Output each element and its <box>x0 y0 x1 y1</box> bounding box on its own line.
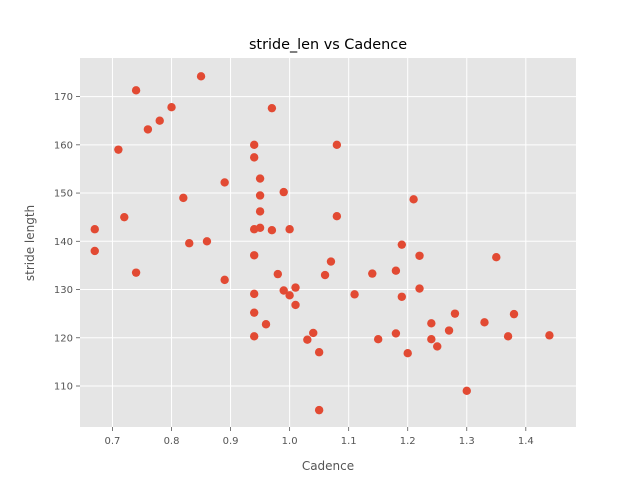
data-point <box>314 348 324 357</box>
data-point <box>279 187 288 197</box>
data-point <box>409 195 418 204</box>
data-point <box>155 116 164 125</box>
data-point <box>249 140 259 150</box>
y-tick-label: 130 <box>54 285 73 296</box>
data-point <box>332 212 342 221</box>
data-point <box>415 284 424 293</box>
data-point <box>90 246 99 256</box>
data-point <box>279 286 288 295</box>
data-point <box>255 207 265 216</box>
y-tick-label: 160 <box>54 140 73 151</box>
data-point <box>131 268 141 277</box>
data-point <box>509 309 519 319</box>
y-tick-label: 170 <box>54 92 73 103</box>
data-point <box>427 319 436 328</box>
data-point <box>249 289 259 299</box>
x-tick-label: 1.2 <box>400 436 416 447</box>
data-point <box>503 332 513 341</box>
data-point <box>480 318 489 327</box>
data-point <box>285 291 294 300</box>
data-point <box>267 103 277 113</box>
x-tick-label: 0.9 <box>223 436 239 447</box>
data-point <box>114 145 123 154</box>
data-point <box>415 251 424 260</box>
data-point <box>450 309 460 318</box>
data-point <box>202 237 212 246</box>
data-point <box>492 253 501 262</box>
plot-area <box>80 58 576 427</box>
data-point <box>326 257 336 266</box>
data-point <box>309 328 318 338</box>
data-point <box>249 308 259 317</box>
x-axis-ticks: 0.7 0.8 0.9 1.0 1.1 1.2 1.3 1.4 <box>105 427 534 447</box>
data-point <box>397 240 407 249</box>
x-tick-label: 0.7 <box>105 436 121 447</box>
x-tick-label: 0.8 <box>164 436 180 447</box>
data-point <box>167 103 176 112</box>
data-point <box>403 349 412 358</box>
data-point <box>391 266 401 275</box>
y-tick-label: 140 <box>54 237 73 248</box>
grid-lines <box>80 58 576 427</box>
x-axis-label: Cadence <box>302 459 354 473</box>
data-point <box>143 125 153 134</box>
data-point <box>131 86 141 95</box>
data-point <box>545 331 554 340</box>
data-points <box>90 72 554 415</box>
x-tick-label: 1.3 <box>459 436 475 447</box>
y-tick-label: 110 <box>54 382 73 393</box>
x-tick-label: 1.0 <box>282 436 298 447</box>
data-point <box>267 226 277 235</box>
data-point <box>220 178 229 187</box>
data-point <box>255 174 265 183</box>
data-point <box>255 191 265 200</box>
data-point <box>433 342 442 351</box>
data-point <box>120 212 129 222</box>
data-point <box>350 290 359 299</box>
chart-title: stride_len vs Cadence <box>249 37 407 53</box>
data-point <box>397 292 407 301</box>
data-point <box>196 72 206 81</box>
data-point <box>291 300 300 310</box>
data-point <box>249 153 259 162</box>
data-point <box>185 239 194 248</box>
data-point <box>249 332 259 341</box>
y-axis-label: stride length <box>23 205 37 281</box>
y-tick-label: 150 <box>54 189 73 200</box>
data-point <box>285 225 294 234</box>
data-point <box>273 269 283 279</box>
data-point <box>303 335 312 344</box>
data-point <box>249 251 259 260</box>
data-point <box>373 335 383 344</box>
data-point <box>320 270 330 280</box>
data-point <box>179 193 188 203</box>
data-point <box>427 335 436 344</box>
data-point <box>220 275 229 285</box>
x-tick-label: 1.1 <box>341 436 357 447</box>
data-point <box>462 386 471 396</box>
data-point <box>261 320 271 329</box>
data-point <box>291 283 300 292</box>
data-point <box>444 326 454 335</box>
plot-background <box>80 58 576 427</box>
x-tick-label: 1.4 <box>518 436 534 447</box>
data-point <box>255 223 265 232</box>
data-point <box>90 225 99 234</box>
data-point <box>391 329 401 338</box>
y-tick-label: 120 <box>54 333 73 344</box>
data-point <box>332 140 342 150</box>
data-point <box>314 405 324 415</box>
y-axis-ticks: 110 120 130 140 150 160 170 <box>54 92 80 393</box>
data-point <box>368 269 377 278</box>
